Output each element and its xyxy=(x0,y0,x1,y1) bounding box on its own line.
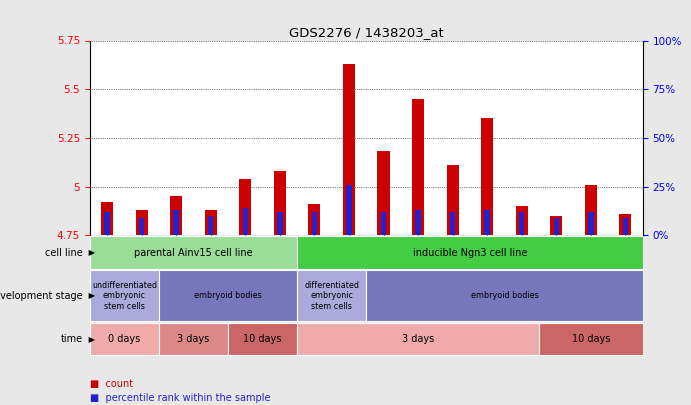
Text: embryoid bodies: embryoid bodies xyxy=(471,291,538,301)
Bar xyxy=(366,271,643,321)
Bar xyxy=(239,179,252,235)
Bar xyxy=(619,214,632,235)
Bar xyxy=(343,64,355,235)
Bar xyxy=(243,208,248,235)
Bar xyxy=(208,216,214,235)
Bar xyxy=(484,210,490,235)
Bar xyxy=(515,206,528,235)
Bar xyxy=(104,212,110,235)
Bar xyxy=(377,151,390,235)
Bar xyxy=(159,323,228,355)
Bar xyxy=(205,210,217,235)
Text: ▶: ▶ xyxy=(86,335,95,343)
Bar xyxy=(139,218,144,235)
Text: ■  percentile rank within the sample: ■ percentile rank within the sample xyxy=(90,393,270,403)
Bar xyxy=(415,210,421,235)
Bar xyxy=(450,212,455,235)
Bar xyxy=(519,212,524,235)
Bar xyxy=(623,218,628,235)
Text: 0 days: 0 days xyxy=(108,334,140,344)
Text: cell line: cell line xyxy=(45,247,83,258)
Bar xyxy=(274,171,286,235)
Bar xyxy=(312,212,317,235)
Bar xyxy=(308,204,321,235)
Bar xyxy=(173,210,179,235)
Bar xyxy=(90,271,159,321)
Bar xyxy=(446,165,459,235)
Text: 10 days: 10 days xyxy=(571,334,610,344)
Bar xyxy=(585,185,597,235)
Bar xyxy=(228,323,297,355)
Text: 10 days: 10 days xyxy=(243,334,282,344)
Bar xyxy=(170,196,182,235)
Bar xyxy=(101,202,113,235)
Text: embryoid bodies: embryoid bodies xyxy=(194,291,262,301)
Text: 3 days: 3 days xyxy=(402,334,434,344)
Bar xyxy=(297,236,643,269)
Bar xyxy=(90,323,159,355)
Text: time: time xyxy=(61,334,83,344)
Text: development stage: development stage xyxy=(0,291,83,301)
Title: GDS2276 / 1438203_at: GDS2276 / 1438203_at xyxy=(289,26,444,39)
Text: ▶: ▶ xyxy=(86,291,95,301)
Bar xyxy=(553,218,559,235)
Text: ■  count: ■ count xyxy=(90,379,133,389)
Text: parental Ainv15 cell line: parental Ainv15 cell line xyxy=(134,247,253,258)
Text: undifferentiated
embryonic
stem cells: undifferentiated embryonic stem cells xyxy=(92,281,157,311)
Text: ▶: ▶ xyxy=(86,248,95,257)
Bar xyxy=(539,323,643,355)
Text: differentiated
embryonic
stem cells: differentiated embryonic stem cells xyxy=(304,281,359,311)
Bar xyxy=(412,99,424,235)
Bar xyxy=(277,212,283,235)
Bar xyxy=(297,271,366,321)
Bar xyxy=(481,118,493,235)
Bar xyxy=(588,212,594,235)
Bar xyxy=(297,323,539,355)
Bar xyxy=(135,210,148,235)
Bar xyxy=(381,212,386,235)
Bar xyxy=(159,271,297,321)
Text: 3 days: 3 days xyxy=(178,334,209,344)
Text: inducible Ngn3 cell line: inducible Ngn3 cell line xyxy=(413,247,527,258)
Bar xyxy=(346,185,352,235)
Bar xyxy=(550,216,562,235)
Bar xyxy=(90,236,297,269)
